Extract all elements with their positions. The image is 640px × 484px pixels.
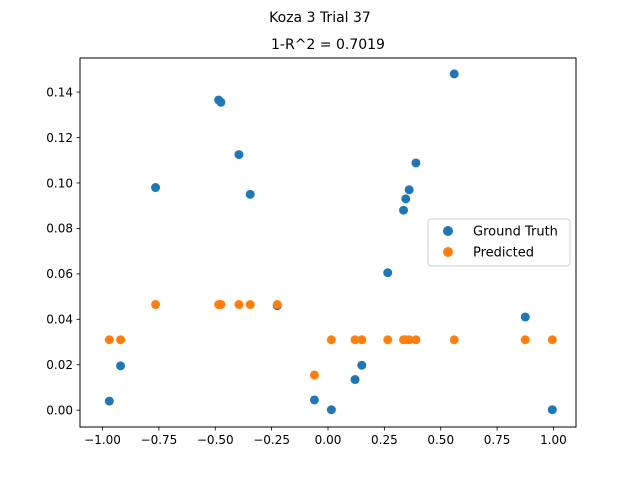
legend-box <box>427 218 571 267</box>
point-ground-truth-8 <box>309 395 319 405</box>
legend-label-predicted: Predicted <box>473 246 534 261</box>
point-predicted-9 <box>326 335 336 345</box>
legend: Ground Truth Predicted <box>427 218 571 267</box>
x-tick-label: 1.00 <box>540 433 567 447</box>
axes-title: 1-R^2 = 0.7019 <box>271 37 385 53</box>
point-ground-truth-9 <box>326 405 336 415</box>
figure-suptitle: Koza 3 Trial 37 <box>269 10 371 26</box>
x-tick-label: 0.00 <box>315 433 342 447</box>
point-ground-truth-15 <box>404 185 414 195</box>
y-tick-label: 0.08 <box>46 222 73 236</box>
point-predicted-16 <box>411 335 421 345</box>
point-predicted-7 <box>272 300 282 310</box>
x-tick-label: −1.00 <box>84 433 121 447</box>
point-ground-truth-4 <box>216 97 226 107</box>
y-tick-label: 0.12 <box>46 131 73 145</box>
point-predicted-1 <box>116 335 126 345</box>
point-ground-truth-11 <box>357 360 367 370</box>
point-predicted-11 <box>357 335 367 345</box>
legend-label-ground-truth: Ground Truth <box>473 225 558 240</box>
point-predicted-12 <box>383 335 393 345</box>
x-tick-label: 0.75 <box>484 433 511 447</box>
x-tick-label: −0.50 <box>197 433 234 447</box>
point-predicted-5 <box>234 300 244 310</box>
point-ground-truth-13 <box>399 205 409 215</box>
point-ground-truth-10 <box>350 375 360 385</box>
point-predicted-6 <box>245 300 255 310</box>
point-predicted-10 <box>350 335 360 345</box>
point-ground-truth-5 <box>234 150 244 160</box>
point-ground-truth-6 <box>245 189 255 199</box>
x-axis: −1.00 −0.75 −0.50 −0.25 0.00 0.25 0.50 0.75 1.00 <box>84 427 567 447</box>
point-ground-truth-0 <box>104 396 114 406</box>
point-ground-truth-19 <box>547 405 557 415</box>
point-predicted-2 <box>151 300 161 310</box>
x-tick-label: −0.75 <box>141 433 178 447</box>
point-ground-truth-2 <box>151 183 161 193</box>
point-predicted-17 <box>449 335 459 345</box>
y-tick-label: 0.04 <box>46 313 73 327</box>
point-ground-truth-17 <box>449 69 459 79</box>
point-ground-truth-14 <box>401 194 411 204</box>
legend-marker-ground-truth <box>443 226 453 236</box>
point-predicted-8 <box>309 370 319 380</box>
plot-area <box>104 69 557 415</box>
y-tick-label: 0.00 <box>46 403 73 417</box>
point-predicted-19 <box>547 335 557 345</box>
point-ground-truth-16 <box>411 158 421 168</box>
point-predicted-15 <box>404 335 414 345</box>
y-axis: 0.00 0.02 0.04 0.06 0.08 0.10 0.12 0.14 <box>46 85 80 417</box>
point-ground-truth-1 <box>116 361 126 371</box>
y-tick-label: 0.02 <box>46 358 73 372</box>
y-tick-label: 0.06 <box>46 267 73 281</box>
x-tick-label: 0.50 <box>427 433 454 447</box>
point-ground-truth-18 <box>520 312 530 322</box>
x-tick-label: −0.25 <box>253 433 290 447</box>
x-tick-label: 0.25 <box>371 433 398 447</box>
point-predicted-0 <box>104 335 114 345</box>
point-predicted-4 <box>216 300 226 310</box>
y-tick-label: 0.14 <box>46 85 73 99</box>
legend-marker-predicted <box>443 247 453 257</box>
point-predicted-18 <box>520 335 530 345</box>
y-tick-label: 0.10 <box>46 176 73 190</box>
point-ground-truth-12 <box>383 268 393 278</box>
